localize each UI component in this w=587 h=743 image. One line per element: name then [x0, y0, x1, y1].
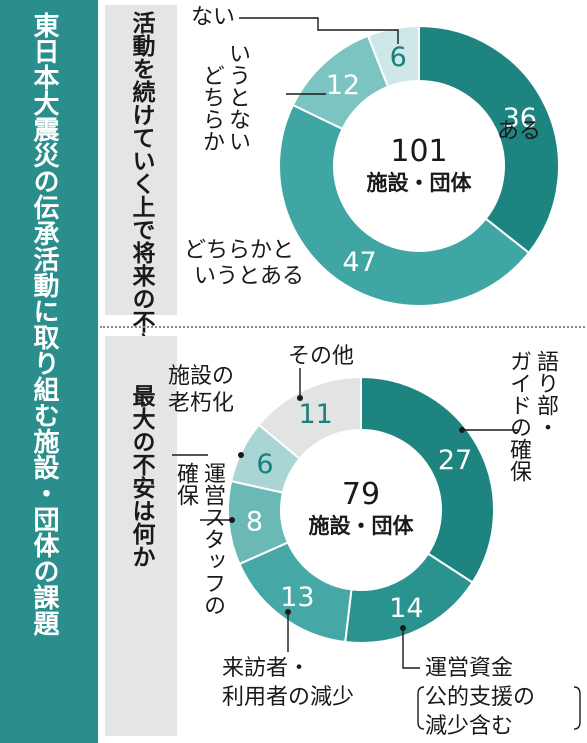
donut-2-slice-0 [360, 375, 495, 584]
donut-1-value-label-1: 47 [342, 247, 376, 278]
donut-2-leader-dot-other [297, 395, 303, 401]
question-2-label: 最大の不安は何か [105, 336, 177, 736]
donut-1-label-dochiraka-aru-line2: いうとある [194, 264, 304, 289]
donut-1-value-label-2: 12 [326, 70, 360, 101]
donut-1-label-dochiraka-nai: どちらかいうとない [199, 42, 250, 152]
donut-2-center-value: 79 [342, 477, 380, 512]
donut-2-label-funds: 運営資金 公的支援の 減少含む [425, 656, 536, 739]
donut-2-value-label-0: 27 [438, 445, 472, 476]
donut-1-slice-3 [366, 24, 420, 89]
donut-1-labels: ある どちらかと いうとある ない [184, 5, 541, 289]
donut-1-value-label-3: 6 [390, 42, 407, 73]
donut-2-label-guide: 語り部・ ガイドの確保 [506, 350, 558, 482]
section-divider [100, 326, 585, 328]
donut-2-leader-dot-funds [400, 625, 406, 631]
donut-2-label-other: その他 [288, 344, 355, 369]
donut-2-leader-dot-visitors [285, 609, 291, 615]
question-2-text: 最大の不安は何か [128, 384, 154, 568]
donut-1-center-label: 施設・団体 [367, 171, 473, 195]
donut-1-slice-1 [278, 103, 531, 307]
donut-2-label-visitors: 来訪者・ 利用者の減少 [222, 656, 355, 710]
donut-1-label-dochiraka-aru-line1: どちらかと [184, 238, 294, 263]
donut-1-label-nai: ない [191, 5, 235, 30]
donut-chart-2: 27 14 13 8 6 11 [227, 375, 495, 644]
donut-2-center-label: 施設・団体 [309, 514, 415, 538]
chart-title-text: 東日本大震災の伝承活動に取り組む施設・団体の課題 [29, 12, 59, 636]
donut-2-center: 79 施設・団体 [309, 477, 415, 538]
donut-2-value-label-2: 13 [280, 582, 314, 613]
donut-1-value-label-0: 36 [503, 103, 537, 134]
donut-1-leaders [239, 17, 399, 95]
donut-2-value-label-3: 8 [246, 507, 263, 538]
donut-2-leader-dot-aging [238, 452, 244, 458]
donut-2-label-staff: 運営スタッフの 確保 [173, 462, 225, 616]
donut-2-value-label-5: 11 [298, 399, 332, 430]
donut-2-value-label-1: 14 [389, 593, 423, 624]
donut-1-center: 101 施設・団体 [367, 134, 473, 195]
donut-1-center-value: 101 [390, 134, 447, 169]
chart-title: 東日本大震災の伝承活動に取り組む施設・団体の課題 [0, 0, 98, 743]
donut-1-label-aru: ある [497, 119, 541, 144]
donut-2-leader-dot-guide [459, 427, 465, 433]
donut-1-leader-nai [239, 17, 399, 44]
donut-2-value-label-4: 6 [256, 449, 273, 480]
donut-2-paren-right [573, 686, 581, 730]
donut-2-leader-dot-staff [229, 517, 235, 523]
donut-2-leaders [172, 368, 581, 730]
donut-chart-1: 36 47 12 6 [278, 24, 560, 307]
donut-2-leader-funds [402, 628, 420, 669]
donut-2-paren-left [417, 686, 425, 730]
donut-2-slice-5 [257, 375, 362, 461]
donut-2-label-aging: 施設の 老朽化 [168, 364, 235, 416]
donut-1-slice-0 [418, 24, 560, 255]
